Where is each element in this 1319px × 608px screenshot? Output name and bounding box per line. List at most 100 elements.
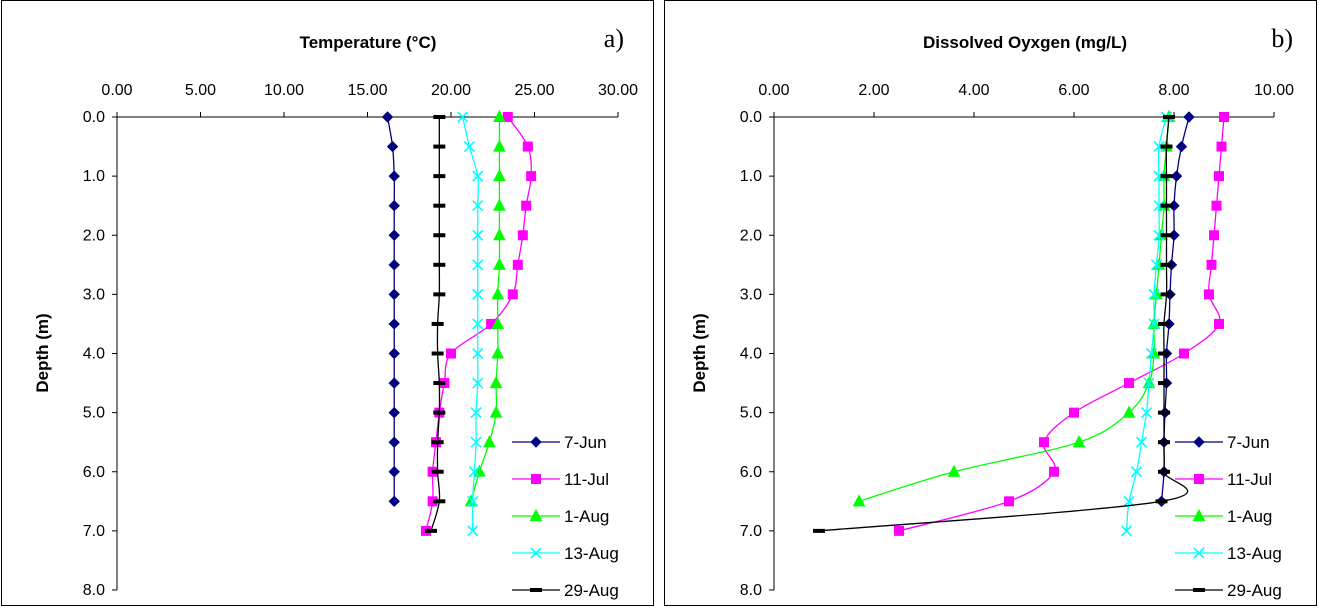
legend-do-13-aug-marker (1193, 547, 1205, 559)
do-x-axis-title: Dissolved Oyxgen (mg/L) (923, 33, 1127, 52)
temp-series-7-jun-point (381, 111, 394, 123)
do-series-11-jul-point (1069, 407, 1079, 418)
do-x-tick-label: 4.00 (958, 82, 989, 99)
do-series-29-aug-point (1160, 233, 1173, 238)
do-series-1-aug-point (1122, 405, 1136, 418)
temp-series-7-jun-point (386, 140, 399, 153)
temp-y-tick-label: 4.0 (83, 346, 105, 363)
do-series-29-aug-line (818, 116, 1189, 532)
temp-series-7-jun (381, 111, 400, 508)
legend-temp-13-aug-label: 13-Aug (564, 544, 619, 563)
temp-y-tick-label: 7.0 (83, 523, 105, 540)
do-y-tick-label: 0.0 (740, 109, 762, 126)
temp-series-13-aug-point (463, 140, 475, 153)
do-series-11-jul-point (1004, 496, 1014, 507)
temp-x-tick-label: 5.00 (185, 82, 216, 99)
do-series-29-aug-point (1163, 115, 1175, 119)
temp-y-tick-label: 0.0 (83, 109, 105, 126)
legend-do-13-aug: 13-Aug (1175, 544, 1282, 563)
legend-do-29-aug-label: 29-Aug (1227, 581, 1282, 600)
temp-y-axis-title: Depth (m) (33, 313, 52, 392)
do-series-13-aug-point (1153, 200, 1165, 212)
do-series-29-aug (813, 115, 1189, 533)
do-series-29-aug-point (1160, 203, 1173, 208)
temp-series-13-aug-point (470, 436, 482, 448)
temp-series-7-jun-point (388, 377, 400, 389)
legend-temp-7-jun-label: 7-Jun (564, 433, 607, 452)
do-x-tick-label: 0.00 (758, 82, 789, 99)
temp-series-29-aug-point (433, 381, 446, 386)
do-series-13-aug-point (1145, 347, 1158, 360)
temp-series-1-aug-point (489, 405, 503, 418)
temp-series-1-aug-point (483, 435, 496, 448)
do-series-13-aug-point (1153, 170, 1165, 182)
temp-series-7-jun-point (388, 229, 400, 241)
temp-series-29-aug-point (424, 528, 437, 533)
legend-temp-29-aug-marker (530, 588, 542, 592)
temp-x-axis-title: Temperature (°C) (300, 33, 437, 52)
legend-do-13-aug-label: 13-Aug (1227, 544, 1282, 563)
legend-temp-13-aug: 13-Aug (512, 544, 619, 563)
temp-series-7-jun-point (388, 288, 400, 301)
legend-do-29-aug: 29-Aug (1175, 581, 1282, 600)
do-series-7-jun (1155, 111, 1195, 508)
do-series-11-jul-point (1219, 112, 1229, 122)
do-series-13-aug-point (1153, 140, 1165, 153)
temp-x-tick-label: 25.00 (514, 82, 554, 99)
legend-do-11-jul-marker (1194, 474, 1204, 484)
legend-do-7-jun: 7-Jun (1175, 433, 1270, 452)
legend-temp-13-aug-marker (530, 547, 542, 559)
temp-series-13-aug-point (472, 288, 484, 300)
do-series-29-aug-point (1160, 262, 1173, 267)
do-series-7-jun-point (1183, 111, 1195, 123)
do-y-tick-label: 2.0 (740, 227, 762, 244)
temp-x-tick-label: 10.00 (264, 82, 304, 99)
do-x-tick-label: 2.00 (858, 82, 889, 99)
temp-series-13-aug (457, 111, 484, 537)
temp-series-7-jun-point (388, 495, 400, 508)
do-series-13-aug-point (1148, 288, 1160, 300)
temp-series-29-aug-point (431, 351, 444, 356)
temp-series-11-jul-point (522, 141, 533, 152)
temp-series-7-jun-point (388, 347, 400, 360)
temp-series-13-aug-point (472, 318, 484, 330)
do-series-29-aug-point (813, 528, 825, 533)
temp-series-1-aug-point (493, 109, 506, 122)
legend-do-7-jun-label: 7-Jun (1227, 433, 1270, 452)
temp-series-1-aug-point (493, 169, 506, 182)
legend-temp-11-jul-marker (531, 474, 541, 484)
temp-series-7-jun-point (388, 466, 400, 478)
do-series-29-aug-point (1160, 174, 1173, 179)
do-series-11-jul-point (1211, 200, 1222, 211)
legend-temp-7-jun: 7-Jun (512, 433, 607, 452)
temp-series-1-aug-point (491, 316, 505, 329)
temp-series-7-jun-point (388, 199, 400, 212)
temp-series-29-aug-point (433, 203, 446, 208)
temp-series-29-aug-point (433, 233, 446, 238)
temp-series-7-jun-point (388, 318, 400, 330)
do-series-11-jul-point (1206, 259, 1217, 270)
temp-x-tick-label: 0.00 (101, 82, 132, 99)
temp-series-13-aug-point (468, 466, 480, 478)
do-series-29-aug-point (1158, 351, 1170, 356)
do-series-11-jul-point (1039, 437, 1049, 448)
temp-series-1-aug-point (493, 198, 506, 211)
do-series-29-aug-point (1160, 292, 1173, 297)
do-series-11-jul-point (1216, 141, 1227, 152)
do-series-1-aug-point (1072, 435, 1086, 448)
temp-series-29-aug-point (431, 321, 444, 326)
temperature-chart-panel: 0.00 5.00 10.00 15.00 20.00 25.00 30.00 0.0 1.0 2… (1, 0, 654, 606)
legend-do-1-aug-label: 1-Aug (1227, 507, 1272, 526)
do-series-13-aug-point (1153, 229, 1165, 241)
do-series-13-aug-point (1135, 436, 1148, 448)
do-x-tick-label: 10.00 (1254, 82, 1294, 99)
do-series-29-aug-point (1160, 144, 1173, 149)
legend-temp-11-jul: 11-Jul (512, 470, 609, 489)
temp-series-29-aug-point (433, 262, 446, 267)
temp-y-tick-label: 3.0 (83, 286, 105, 303)
do-series-29-aug-point (1158, 381, 1170, 386)
do-y-tick-label: 5.0 (740, 405, 762, 422)
temp-x-tick-label: 30.00 (598, 82, 638, 99)
do-series-7-jun-point (1170, 170, 1183, 182)
temp-series-1-aug-point (493, 228, 506, 241)
